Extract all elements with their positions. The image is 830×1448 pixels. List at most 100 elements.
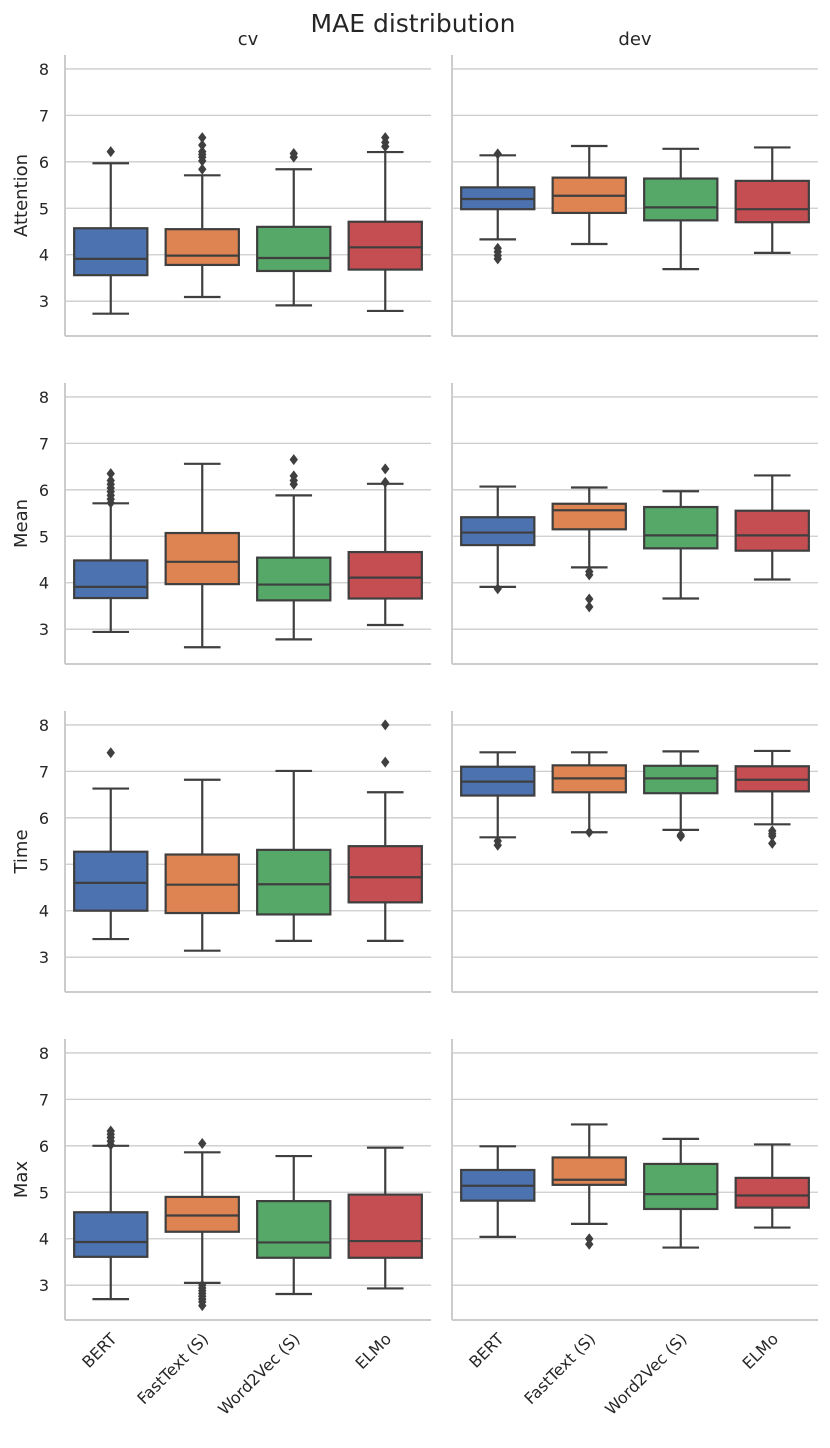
y-tick-label: 5	[39, 199, 49, 218]
outlier-point	[493, 839, 502, 851]
box-bert	[460, 148, 536, 265]
y-tick-label: 7	[39, 1090, 49, 1109]
x-tick-label: BERT	[465, 1329, 507, 1371]
box-fasttext-s	[551, 486, 627, 613]
box-elmo	[734, 146, 810, 254]
x-tick-label: FastText (S)	[520, 1329, 599, 1408]
outlier-point	[198, 1138, 207, 1150]
y-tick-label: 8	[39, 716, 49, 735]
iqr-box	[347, 550, 423, 600]
outlier-point	[768, 830, 777, 842]
outlier-point	[585, 593, 594, 605]
outlier-point	[198, 146, 207, 158]
iqr-box	[256, 1199, 332, 1259]
y-axis-title: Attention	[11, 154, 32, 237]
outlier-point	[106, 475, 115, 487]
iqr-box	[73, 850, 149, 912]
box-fasttext-s	[164, 132, 240, 299]
box-fasttext-s	[164, 778, 240, 952]
x-tick-label: Word2Vec (S)	[214, 1329, 303, 1418]
iqr-box	[164, 531, 240, 586]
box-bert	[460, 751, 536, 851]
x-tick-label: Word2Vec (S)	[601, 1329, 690, 1418]
iqr-box	[73, 227, 149, 277]
outlier-point	[768, 837, 777, 849]
box-fasttext-s	[551, 144, 627, 246]
outlier-point	[106, 468, 115, 480]
box-elmo	[347, 132, 423, 313]
y-tick-label: 6	[39, 809, 49, 828]
box-elmo	[347, 719, 423, 943]
box-bert	[73, 146, 149, 315]
y-tick-label: 5	[39, 527, 49, 546]
y-tick-label: 3	[39, 620, 49, 639]
outlier-point	[585, 601, 594, 613]
outlier-point	[381, 132, 390, 144]
outlier-point	[381, 719, 390, 731]
iqr-box	[256, 556, 332, 602]
outlier-point	[198, 139, 207, 151]
outlier-point	[585, 1238, 594, 1250]
panel-mean-dev	[451, 383, 818, 665]
iqr-box	[164, 1195, 240, 1233]
outlier-point	[493, 253, 502, 265]
box-bert	[73, 468, 149, 634]
y-tick-label: 7	[39, 434, 49, 453]
iqr-box	[347, 1193, 423, 1259]
x-tick-label: ELMo	[739, 1329, 783, 1373]
panel-mean-cv: 3 4 5 6 7 8 Mean	[11, 383, 431, 665]
box-word2vec-s	[256, 147, 332, 307]
box-bert	[73, 747, 149, 941]
box-elmo	[734, 1143, 810, 1229]
outlier-point	[493, 583, 502, 595]
box-elmo	[734, 474, 810, 581]
box-bert	[460, 1145, 536, 1238]
box-word2vec-s	[256, 454, 332, 641]
box-word2vec-s	[643, 490, 719, 600]
outlier-point	[585, 1233, 594, 1245]
outlier-point	[289, 454, 298, 466]
iqr-box	[164, 228, 240, 267]
box-fasttext-s	[551, 1123, 627, 1250]
y-axis-title: Time	[11, 829, 32, 874]
panel-max-cv: 3 4 5 6 7 8 Max BERT FastText (S) Word2Vec (S) ELM…	[11, 1039, 431, 1419]
iqr-box	[643, 505, 719, 550]
outlier-point	[493, 148, 502, 160]
box-word2vec-s	[643, 750, 719, 842]
panel-attention-cv: 3 4 5 6 7 8 Attention cv	[11, 29, 431, 337]
iqr-box	[256, 848, 332, 916]
y-axis-title: Mean	[11, 499, 32, 548]
iqr-box	[73, 559, 149, 600]
outlier-point	[676, 830, 685, 842]
y-tick-label: 8	[39, 60, 49, 79]
iqr-box	[734, 179, 810, 224]
column-title: dev	[618, 29, 652, 50]
outlier-point	[106, 747, 115, 759]
panel-time-dev	[451, 711, 818, 993]
box-elmo	[734, 749, 810, 849]
y-tick-label: 8	[39, 388, 49, 407]
box-fasttext-s	[551, 751, 627, 838]
box-fasttext-s	[164, 1138, 240, 1312]
y-tick-label: 6	[39, 1137, 49, 1156]
iqr-box	[347, 845, 423, 904]
outlier-point	[198, 132, 207, 144]
panel-time-cv: 3 4 5 6 7 8 Time	[11, 711, 431, 993]
y-tick-label: 5	[39, 855, 49, 874]
x-tick-label: FastText (S)	[133, 1329, 212, 1408]
outlier-point	[381, 476, 390, 488]
outlier-point	[289, 147, 298, 159]
iqr-box	[460, 516, 536, 547]
box-word2vec-s	[256, 769, 332, 943]
y-tick-label: 3	[39, 1276, 49, 1295]
y-tick-label: 4	[39, 902, 49, 921]
box-bert	[73, 1125, 149, 1301]
iqr-box	[643, 764, 719, 795]
y-tick-label: 3	[39, 292, 49, 311]
box-word2vec-s	[643, 1137, 719, 1249]
y-axis-title: Max	[11, 1161, 32, 1199]
column-title: cv	[238, 29, 259, 50]
iqr-box	[643, 1162, 719, 1211]
iqr-box	[73, 1211, 149, 1258]
